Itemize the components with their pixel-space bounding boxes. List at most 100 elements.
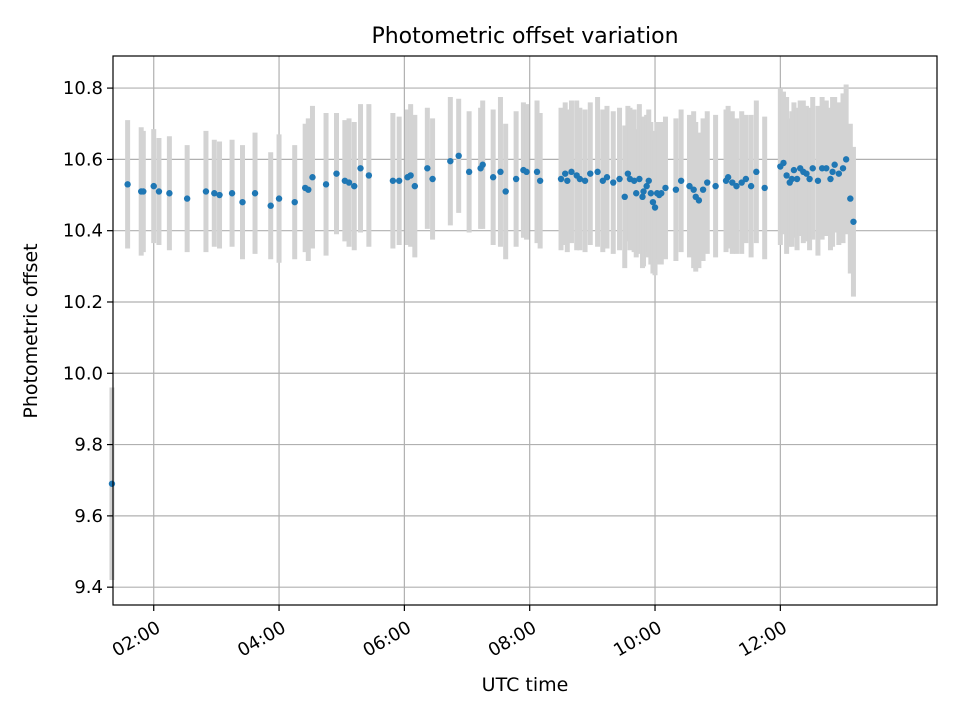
data-point [780, 159, 787, 167]
data-point [447, 157, 454, 165]
x-tick-label: 12:00 [735, 617, 790, 661]
data-point [847, 195, 854, 202]
data-point [729, 179, 736, 186]
data-point [305, 186, 312, 193]
data-point [267, 202, 274, 209]
data-point [216, 191, 223, 199]
x-axis-ticks: 02:00 04:00 06:00 08:00 10:00 12:00 [109, 605, 791, 661]
data-point [643, 182, 650, 190]
data-point [424, 165, 431, 172]
data-point [429, 175, 436, 183]
data-point [395, 177, 403, 184]
x-tick-label: 08:00 [485, 617, 540, 661]
data-point [309, 174, 316, 181]
y-tick-label: 9.8 [74, 435, 103, 456]
data-point [712, 182, 719, 190]
data-point [630, 177, 638, 184]
data-point [835, 170, 843, 177]
data-point [651, 204, 659, 211]
data-point [562, 170, 569, 177]
data-point [621, 193, 628, 201]
data-point [658, 190, 665, 197]
x-axis-label: UTC time [482, 674, 569, 696]
data-point [699, 186, 707, 193]
data-point [512, 175, 520, 183]
x-tick-label: 04:00 [234, 617, 289, 661]
y-axis-ticks: 9.4 9.6 9.8 10.0 10.2 10.4 10.6 10.8 [63, 78, 113, 598]
data-point [351, 182, 358, 190]
data-point [747, 182, 755, 190]
data-point [502, 188, 509, 195]
data-point [829, 168, 836, 176]
data-point [672, 186, 680, 193]
y-tick-label: 10.2 [63, 292, 103, 313]
data-point [455, 152, 462, 160]
data-point [842, 156, 850, 163]
data-point [677, 177, 685, 184]
data-points [108, 152, 857, 487]
data-point [576, 175, 584, 183]
data-point [140, 188, 147, 195]
data-point [489, 174, 497, 181]
data-point [610, 179, 617, 186]
data-point [124, 181, 131, 188]
data-point [742, 175, 750, 183]
y-tick-label: 10.8 [63, 78, 103, 99]
data-point [645, 177, 652, 184]
data-point [686, 182, 693, 190]
data-point [624, 170, 632, 177]
data-point [640, 188, 647, 195]
data-point [497, 168, 504, 176]
data-point [211, 190, 218, 197]
data-point [695, 197, 703, 204]
data-point [831, 161, 838, 168]
data-point [322, 181, 330, 188]
data-point [365, 172, 373, 179]
y-tick-label: 10.4 [63, 221, 103, 242]
data-point [850, 218, 857, 225]
x-tick-label: 10:00 [610, 617, 665, 661]
data-point [536, 177, 544, 184]
data-point [166, 190, 173, 197]
data-point [636, 175, 643, 183]
data-point [523, 168, 530, 176]
data-point [753, 168, 760, 176]
data-point [639, 193, 646, 201]
plot-frame [112, 55, 938, 606]
data-point [724, 174, 732, 181]
data-point [479, 161, 486, 168]
data-point [564, 177, 571, 184]
data-point [599, 177, 607, 184]
data-point [183, 195, 191, 202]
x-tick-label: 06:00 [359, 617, 414, 661]
data-point [603, 174, 611, 181]
data-point [633, 190, 640, 197]
data-point [150, 182, 157, 190]
data-point [587, 170, 594, 177]
data-point [738, 179, 745, 186]
chart-title: Photometric offset variation [371, 24, 678, 49]
data-point [806, 175, 813, 183]
data-point [202, 188, 210, 195]
y-tick-label: 9.6 [74, 506, 103, 527]
data-point [839, 165, 847, 172]
data-point [389, 177, 397, 184]
data-point [616, 175, 623, 183]
data-point [803, 170, 810, 177]
data-point [411, 182, 419, 190]
data-point [594, 168, 601, 176]
data-point [827, 175, 834, 183]
data-point [333, 170, 340, 177]
data-point [783, 172, 790, 179]
data-point [581, 177, 589, 184]
data-point [809, 165, 816, 172]
y-tick-label: 10.6 [63, 149, 103, 170]
data-point [465, 168, 473, 176]
data-point [228, 190, 236, 197]
data-point [357, 165, 364, 172]
data-point [793, 175, 801, 183]
data-point [155, 188, 163, 195]
data-point [568, 168, 575, 176]
y-tick-label: 9.4 [74, 577, 103, 598]
